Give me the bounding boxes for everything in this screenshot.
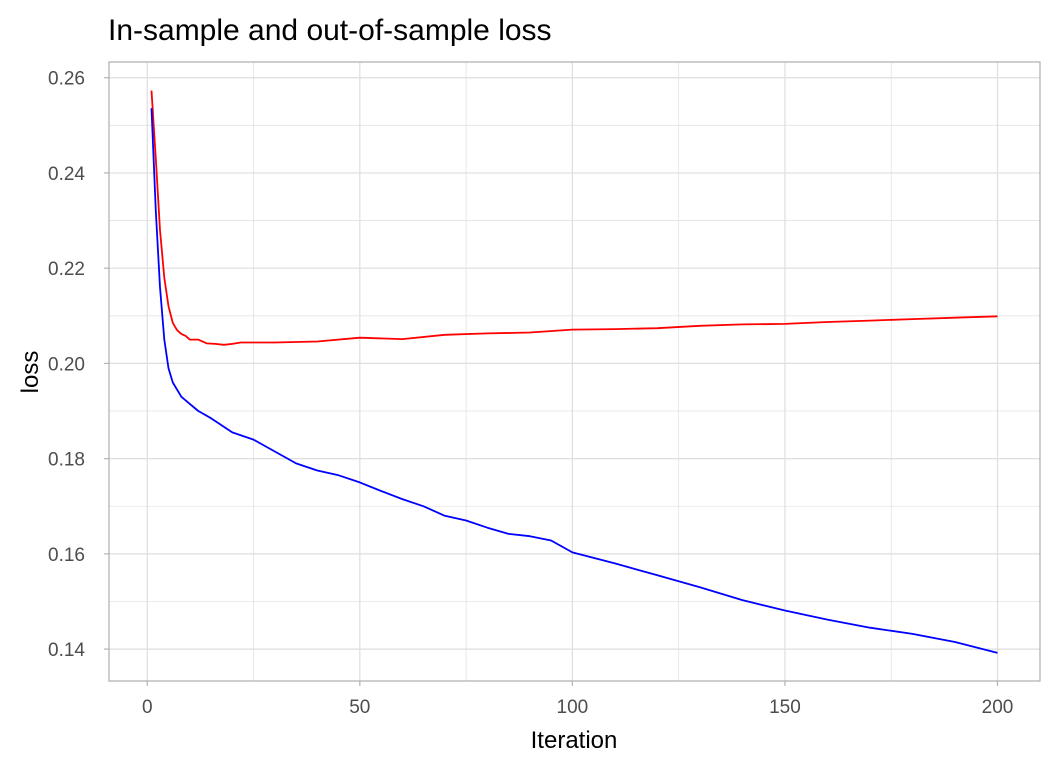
y-axis-title: loss — [17, 351, 44, 394]
minor-gridlines — [109, 62, 1040, 681]
y-axis-ticks: 0.14 0.16 0.18 0.20 0.22 0.24 0.26 — [48, 69, 109, 661]
major-gridlines — [109, 62, 1040, 681]
x-tick-label: 200 — [982, 697, 1014, 718]
y-tick-label: 0.20 — [48, 354, 85, 375]
y-tick-label: 0.26 — [48, 69, 85, 90]
y-tick-label: 0.24 — [48, 164, 85, 185]
x-tick-label: 150 — [769, 697, 801, 718]
y-tick-label: 0.16 — [48, 545, 85, 566]
x-tick-label: 50 — [349, 697, 370, 718]
panel-border — [108, 61, 1041, 682]
series-line-red — [150, 90, 998, 346]
y-tick-label: 0.14 — [48, 640, 85, 661]
x-axis-title: Iteration — [531, 727, 618, 754]
chart-title: In-sample and out-of-sample loss — [108, 14, 552, 47]
x-axis-ticks: 0 50 100 150 200 — [142, 681, 1013, 718]
series-line-blue — [150, 108, 998, 654]
y-tick-label: 0.18 — [48, 450, 85, 471]
y-tick-label: 0.22 — [48, 259, 85, 280]
series-lines — [150, 90, 998, 654]
x-tick-label: 0 — [142, 697, 153, 718]
x-tick-label: 100 — [557, 697, 589, 718]
